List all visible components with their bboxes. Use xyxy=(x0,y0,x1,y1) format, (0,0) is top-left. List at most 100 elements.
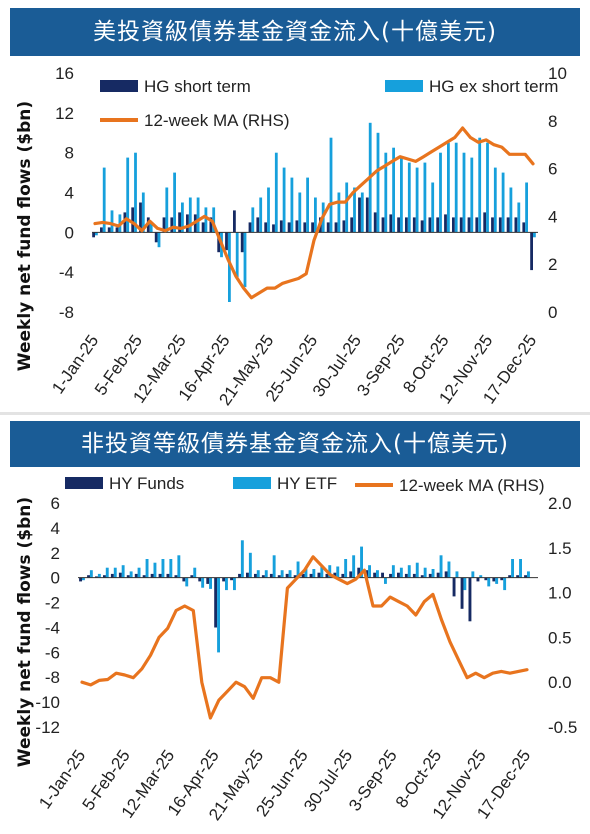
chart1-legend-label: HG ex short term xyxy=(429,77,558,96)
chart1-legend-swatch xyxy=(100,80,138,92)
chart2-bar-dark xyxy=(110,573,114,578)
chart2-bar-light xyxy=(511,559,514,578)
chart2-bar-light xyxy=(304,567,308,578)
chart2-bar-light xyxy=(312,569,316,578)
chart2-bar-light xyxy=(233,577,236,591)
chart1-bar-dark xyxy=(131,207,135,233)
chart1-bar-dark xyxy=(107,227,111,233)
chart2-bar-light xyxy=(391,565,395,578)
chart2-y2-tick: 0.5 xyxy=(548,628,572,647)
chart1-y-tick: 12 xyxy=(55,104,74,123)
chart2-legend-label: HY Funds xyxy=(109,474,184,493)
chart2-bar-light xyxy=(193,567,197,578)
chart2-bar-dark xyxy=(285,573,289,578)
chart1-bar-dark xyxy=(326,222,330,233)
chart2-legend-swatch xyxy=(233,477,271,489)
chart2-y-tick: -12 xyxy=(35,718,60,737)
chart2-bar-light xyxy=(447,561,451,578)
chart2-bar-dark xyxy=(79,577,82,582)
chart1-bar-dark xyxy=(522,222,526,233)
chart2-bar-dark xyxy=(293,575,297,578)
chart1-bar-light xyxy=(259,197,263,233)
chart1-bar-light xyxy=(274,152,278,233)
chart1-bar-dark xyxy=(342,220,346,233)
chart2-y-tick: -2 xyxy=(45,594,60,613)
chart1-bar-dark xyxy=(350,217,354,233)
chart2-bar-dark xyxy=(397,572,400,578)
chart1-bar-dark xyxy=(506,217,510,233)
chart2-bar-light xyxy=(344,559,348,578)
chart1-bar-light xyxy=(204,207,208,233)
chart2-bar-light xyxy=(161,559,165,578)
chart1-bar-dark xyxy=(287,222,291,233)
chart1-bar-light xyxy=(126,157,130,233)
chart2-bar-dark xyxy=(126,575,130,578)
chart2-bar-light xyxy=(129,571,133,578)
chart2-bar-dark xyxy=(230,577,233,581)
chart1-y2-tick: 8 xyxy=(548,112,557,131)
chart2-bar-light xyxy=(137,567,141,578)
chart2-bar-dark xyxy=(412,573,416,578)
chart1-bar-dark xyxy=(256,217,260,233)
chart1-bar-light xyxy=(462,152,466,233)
chart1-y2-tick: 0 xyxy=(548,303,557,322)
chart2-ma-line xyxy=(80,555,529,720)
chart1-bar-dark xyxy=(389,214,393,233)
chart2-y-tick: 2 xyxy=(51,544,60,563)
chart2-bar-dark xyxy=(357,567,361,578)
chart2-legend-swatch xyxy=(65,477,103,489)
chart2-bar-dark xyxy=(309,573,313,578)
chart2-legend-label: HY ETF xyxy=(277,474,337,493)
chart2-bar-light xyxy=(471,571,475,578)
chart1-bar-light xyxy=(415,167,419,233)
chart1-bar-light xyxy=(329,137,333,233)
chart1-y2-tick: 2 xyxy=(548,255,557,274)
chart2-y-tick: -6 xyxy=(45,643,60,662)
chart2-bar-dark xyxy=(325,573,329,578)
chart2-bar-light xyxy=(519,559,522,578)
chart2-bar-light xyxy=(264,570,268,578)
chart1-bar-light xyxy=(509,187,513,233)
chart2-bar-light xyxy=(336,566,340,578)
chart2-bar-light xyxy=(439,555,443,578)
chart2-bar-dark xyxy=(500,577,504,581)
chart1-bar-dark xyxy=(436,217,440,233)
chart1-bar-light xyxy=(212,207,216,233)
chart1-bar-light xyxy=(157,232,161,248)
chart1-bar-light xyxy=(431,182,435,233)
chart1-bar-light xyxy=(243,232,247,288)
chart1-bar-dark xyxy=(334,222,338,233)
chart2-bar-dark xyxy=(468,577,472,622)
chart1-bar-light xyxy=(267,187,270,233)
chart1-bar-dark xyxy=(295,220,299,233)
chart2-bar-dark xyxy=(246,572,249,578)
chart1-bar-dark xyxy=(412,217,416,233)
chart2-bar-dark xyxy=(317,572,321,578)
chart2-bar-dark xyxy=(95,576,98,578)
chart2-bar-dark xyxy=(524,575,527,578)
chart1-bar-dark xyxy=(170,217,174,233)
chart1-y2-tick: 6 xyxy=(548,160,557,179)
chart1-y2-tick: 4 xyxy=(548,207,557,226)
chart2-bar-light xyxy=(455,571,459,578)
chart1-bar-light xyxy=(282,167,286,233)
chart1-bar-dark xyxy=(233,210,236,233)
chart2-bar-dark xyxy=(190,575,194,578)
chart1-bar-light xyxy=(306,177,309,233)
chart1-bar-dark xyxy=(264,222,268,233)
chart2-bar-dark xyxy=(118,572,122,578)
chart1-bar-dark xyxy=(186,214,189,233)
chart1-bar-dark xyxy=(365,197,369,233)
chart1-bar-dark xyxy=(225,232,228,251)
chart1-bar-dark xyxy=(467,217,471,233)
chart2-bar-dark xyxy=(373,572,377,578)
chart1-bar-dark xyxy=(311,222,314,233)
chart1-bar-dark xyxy=(397,217,400,233)
chart1-bar-light xyxy=(228,232,231,302)
chart2-bar-dark xyxy=(381,572,384,578)
chart2-y2-tick: -0.5 xyxy=(548,718,577,737)
chart2-bar-dark xyxy=(182,577,186,582)
chart2-y2-tick: 1.5 xyxy=(548,539,572,558)
chart1-bar-light xyxy=(392,147,395,233)
